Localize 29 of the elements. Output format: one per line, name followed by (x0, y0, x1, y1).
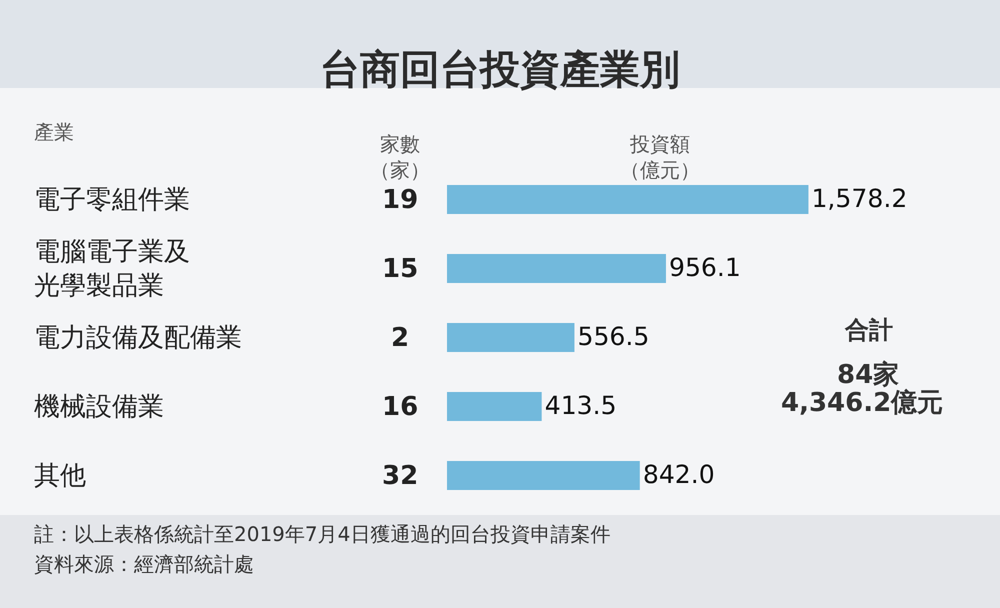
text: 家數（家） (370, 132, 430, 182)
text: 19 (382, 185, 418, 215)
data-label: 956.1 (668, 253, 741, 282)
data-label: 1,578.2 (811, 184, 908, 214)
data-label: 556.5 (577, 322, 650, 352)
data-label: 413.5 (544, 391, 617, 420)
annotation: 4,346.2億元 (781, 388, 944, 418)
text: 15 (382, 254, 418, 284)
chart-title: 台商回台投資產業別 (320, 47, 680, 93)
text: 84家 (837, 360, 900, 390)
y-tick-label: 電腦電子業及光學製品業 (34, 237, 190, 301)
text: 2 (391, 323, 410, 353)
bar (447, 392, 542, 421)
bar (447, 185, 808, 214)
y-tick-label: 電力設備及配備業 (34, 323, 242, 353)
y-tick-label: 電子零組件業 (34, 185, 190, 215)
text: 合計 (844, 316, 893, 344)
y-tick-label: 其他 (34, 461, 86, 491)
annotation: 投資額（億元） (620, 132, 700, 182)
y-tick-label: 機械設備業 (34, 392, 164, 422)
source-note: 資料來源：經濟部統計處 (34, 552, 254, 576)
text: 32 (382, 461, 418, 491)
text: 16 (382, 392, 418, 422)
text: 註：以上表格係統計至2019年7月4日獲通過的回台投資申請案件 (34, 522, 610, 546)
bar (447, 323, 574, 352)
data-label: 842.0 (642, 460, 715, 490)
bar (447, 461, 640, 490)
bar (447, 254, 666, 283)
y-axis-title: 產業 (34, 120, 74, 144)
